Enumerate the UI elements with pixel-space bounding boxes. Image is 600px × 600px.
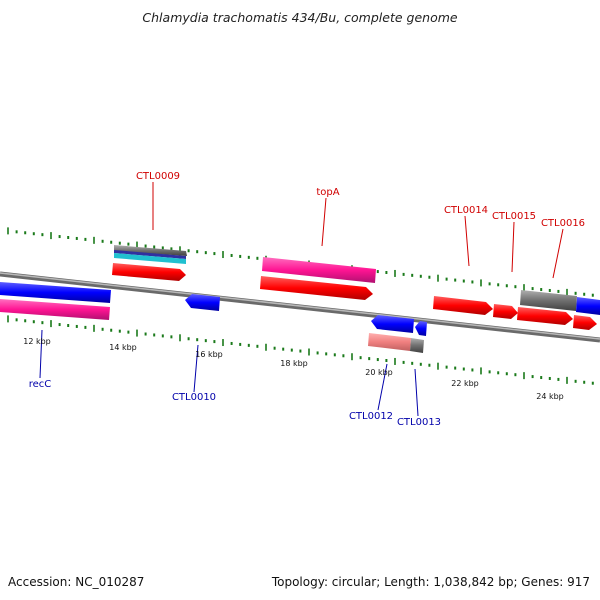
gene-ctl0016 — [517, 290, 600, 330]
gene-label-ctl0009: CTL0009 — [136, 171, 180, 182]
gene-arrow — [433, 296, 493, 315]
gene-feature-gray — [410, 338, 424, 353]
gene-label-ctl0012: CTL0012 — [349, 411, 393, 422]
gene-ctl0012 — [368, 315, 414, 351]
genome-summary-text: Topology: circular; Length: 1,038,842 bp… — [271, 575, 590, 589]
leader-line-topA — [321, 197, 327, 247]
gene-feature-gray — [114, 245, 187, 256]
gene-label-ctl0016: CTL0016 — [541, 218, 585, 229]
gene-topA — [260, 257, 376, 300]
gene-label-ctl0015: CTL0015 — [492, 211, 536, 222]
leader-line-ctl0016 — [552, 228, 564, 279]
gene-arrow — [573, 315, 597, 330]
gene-feature-magenta — [0, 299, 110, 320]
accession-text: Accession: NC_010287 — [8, 575, 145, 589]
scale-label-24kbp: 24 kbp — [536, 392, 564, 401]
gene-arrow — [112, 263, 186, 281]
scale-label-22kbp: 22 kbp — [451, 379, 479, 388]
gene-feature-magenta — [262, 257, 376, 283]
leader-line-ctl0015 — [511, 221, 515, 273]
gene-arrow — [517, 307, 573, 325]
gene-arrow — [185, 294, 220, 311]
gene-ctl0015 — [493, 304, 518, 319]
leader-line-ctl0014 — [464, 215, 470, 267]
map-title: Chlamydia trachomatis 434/Bu, complete g… — [142, 10, 458, 25]
scale-label-14kbp: 14 kbp — [109, 343, 137, 352]
tick-row-bottom — [7, 315, 594, 385]
scale-label-20kbp: 20 kbp — [365, 368, 393, 377]
scale-label-18kbp: 18 kbp — [280, 359, 308, 368]
gene-arrow — [415, 321, 427, 336]
leader-line-ctl0010 — [193, 344, 199, 393]
gene-arrow — [493, 304, 518, 319]
gene-recC — [0, 282, 111, 320]
gene-label-ctl0010: CTL0010 — [172, 392, 216, 403]
gene-feature-blue — [576, 297, 600, 315]
gene-arrow — [371, 315, 414, 333]
genome-backbone — [0, 271, 600, 343]
gene-feature-blue — [0, 282, 111, 303]
leader-lines — [39, 182, 564, 417]
leader-line-ctl0013 — [414, 368, 419, 417]
leader-line-ctl0012 — [377, 363, 388, 411]
gene-label-topA: topA — [316, 187, 339, 198]
gene-label-ctl0013: CTL0013 — [397, 417, 441, 428]
gene-ctl0010 — [185, 294, 220, 311]
scale-label-16kbp: 16 kbp — [195, 350, 223, 359]
gene-feature-pink — [368, 333, 411, 351]
gene-ctl0014 — [433, 296, 493, 315]
gene-feature-gray — [520, 290, 577, 311]
gene-label-recC: recC — [29, 379, 52, 390]
gene-feature-cyan — [114, 253, 186, 264]
gene-ctl0009-stack — [112, 245, 187, 281]
gene-arrow — [260, 276, 373, 300]
gene-ctl0013 — [410, 321, 427, 353]
leader-line-recC — [39, 329, 43, 379]
gene-label-ctl0014: CTL0014 — [444, 205, 488, 216]
gene-feature-blue — [114, 250, 186, 259]
scale-label-12kbp: 12 kbp — [23, 337, 51, 346]
